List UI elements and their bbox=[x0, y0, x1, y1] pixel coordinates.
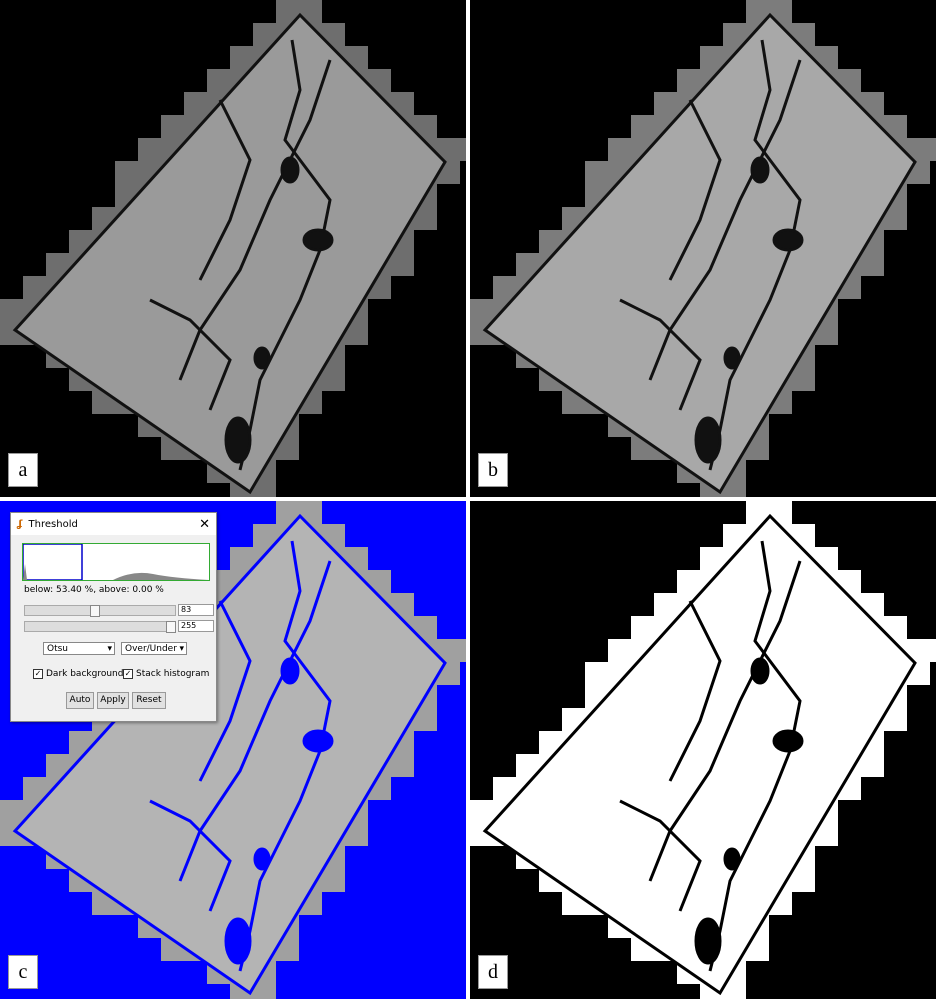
lower-slider[interactable] bbox=[24, 605, 176, 617]
button[interactable]: Apply bbox=[97, 692, 129, 709]
checkbox[interactable]: ✓ Stack histogram bbox=[123, 669, 210, 679]
checkbox-label: Dark background bbox=[46, 669, 124, 679]
panel-b: b bbox=[470, 0, 936, 497]
dialog-title: Threshold bbox=[28, 518, 78, 530]
panel-a: a bbox=[0, 0, 466, 497]
close-button[interactable]: ✕ bbox=[199, 516, 210, 532]
image-b bbox=[470, 0, 936, 497]
method-dropdown[interactable]: Otsu bbox=[43, 642, 115, 656]
histogram-plot bbox=[22, 543, 209, 581]
image-a bbox=[0, 0, 466, 497]
panel-label: b bbox=[478, 453, 508, 487]
panel-d: d bbox=[470, 501, 936, 999]
button[interactable]: Reset bbox=[132, 692, 166, 709]
slider-thumb[interactable] bbox=[90, 605, 100, 617]
checkbox[interactable]: ✓ Dark background bbox=[33, 669, 124, 679]
slider-thumb[interactable] bbox=[166, 621, 176, 633]
button[interactable]: Auto bbox=[66, 692, 94, 709]
upper-value[interactable]: 255 bbox=[178, 620, 214, 632]
stats-text: below: 53.40 %, above: 0.00 % bbox=[24, 585, 164, 595]
histogram bbox=[22, 543, 210, 581]
lower-value[interactable]: 83 bbox=[178, 604, 214, 616]
display-dropdown[interactable]: Over/Under bbox=[121, 642, 187, 656]
upper-slider[interactable] bbox=[24, 621, 176, 633]
threshold-dialog: ʆ Threshold ✕ below: 53.40 %, above: 0.0… bbox=[10, 512, 217, 722]
title-bar: ʆ Threshold ✕ bbox=[11, 513, 216, 535]
app-icon: ʆ bbox=[17, 518, 23, 530]
panel-label: c bbox=[8, 955, 38, 989]
panel-label: a bbox=[8, 453, 38, 487]
panel-label: d bbox=[478, 955, 508, 989]
checkbox-label: Stack histogram bbox=[136, 669, 210, 679]
histogram-bars bbox=[23, 564, 209, 580]
image-d bbox=[470, 501, 936, 999]
threshold-range bbox=[22, 543, 83, 581]
